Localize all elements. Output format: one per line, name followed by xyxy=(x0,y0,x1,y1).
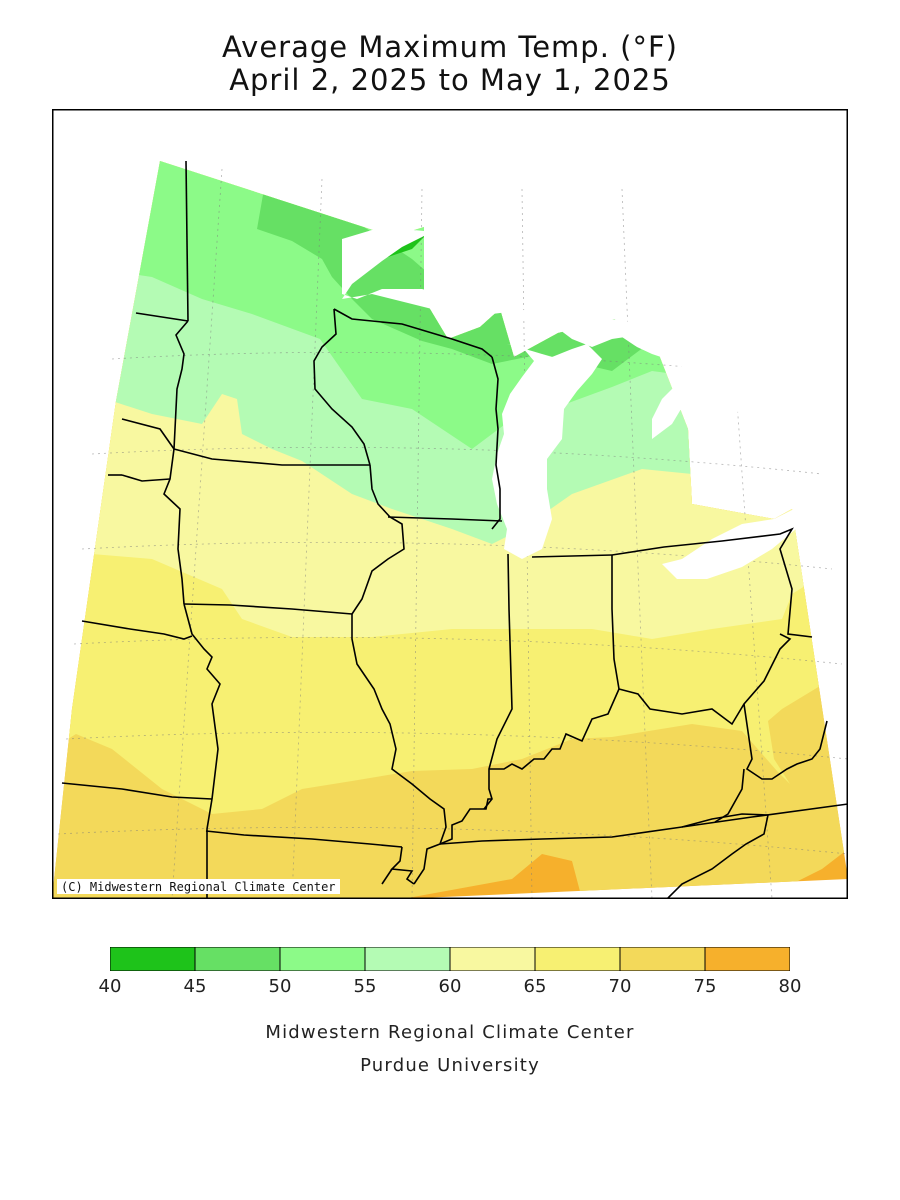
legend-bin-75-80 xyxy=(704,947,790,971)
legend-tick-label: 45 xyxy=(183,976,207,997)
lake-superior xyxy=(342,227,652,347)
legend-bin-45-50 xyxy=(194,947,281,971)
legend-tick-label: 75 xyxy=(693,976,717,997)
lake-michigan xyxy=(492,344,602,559)
lake-huron xyxy=(612,323,698,439)
legend-bin-60-65 xyxy=(449,947,536,971)
color-legend xyxy=(110,947,790,971)
temperature-map xyxy=(52,109,848,899)
credit-organization: Midwestern Regional Climate Center xyxy=(265,1022,635,1043)
legend-tick-label: 50 xyxy=(268,976,292,997)
legend-tick-label: 80 xyxy=(778,976,802,997)
legend-tick-label: 40 xyxy=(98,976,122,997)
great-lakes xyxy=(342,109,848,579)
legend-bin-40-45 xyxy=(110,947,196,971)
legend-tick-label: 65 xyxy=(523,976,547,997)
map-date-range: April 2, 2025 to May 1, 2025 xyxy=(229,63,671,97)
map-copyright: (C) Midwestern Regional Climate Center xyxy=(57,879,340,894)
state-boundaries xyxy=(61,160,848,899)
legend-bin-55-60 xyxy=(364,947,451,971)
legend-tick-label: 70 xyxy=(608,976,632,997)
credit-university: Purdue University xyxy=(360,1055,540,1076)
map-title: Average Maximum Temp. (°F) xyxy=(222,30,678,64)
lake-erie xyxy=(662,509,796,579)
ontario-partial xyxy=(688,109,848,429)
legend-bin-50-55 xyxy=(279,947,366,971)
legend-bin-70-75 xyxy=(619,947,706,971)
legend-bin-65-70 xyxy=(534,947,621,971)
legend-tick-label: 55 xyxy=(353,976,377,997)
legend-tick-label: 60 xyxy=(438,976,462,997)
map-border xyxy=(52,109,848,899)
